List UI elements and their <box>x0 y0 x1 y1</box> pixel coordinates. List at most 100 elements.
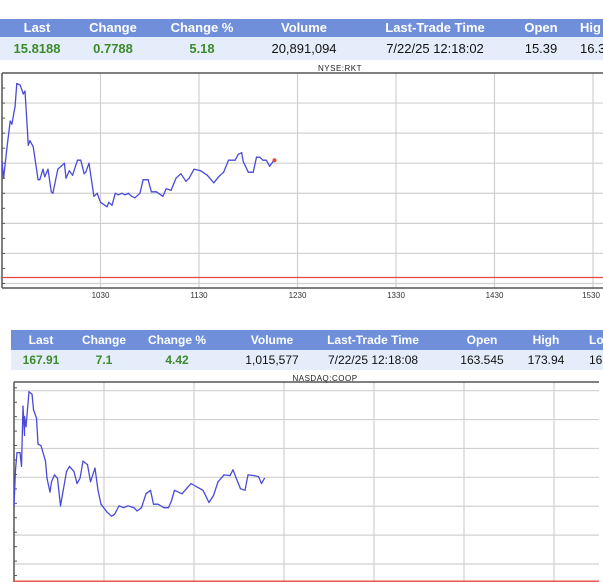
data-point <box>260 482 263 485</box>
data-point <box>6 147 8 149</box>
data-point <box>181 493 183 495</box>
data-point <box>173 489 176 491</box>
data-point <box>50 481 53 483</box>
cell-value: 7/22/25 12:18:08 <box>327 353 419 367</box>
column-header: Last-Trade Time <box>385 20 485 35</box>
data-point <box>23 434 26 437</box>
data-point <box>47 168 49 170</box>
data-point <box>118 505 120 507</box>
data-point <box>19 452 21 454</box>
data-point <box>139 192 141 194</box>
data-point <box>113 513 116 516</box>
data-point <box>217 481 219 483</box>
x-tick-label: 1030 <box>92 291 110 300</box>
data-point <box>155 191 157 193</box>
data-point <box>85 171 87 173</box>
cell-value: 20,891,094 <box>271 41 337 56</box>
data-point <box>37 443 39 445</box>
data-point <box>23 415 26 418</box>
data-point <box>19 84 21 86</box>
data-point <box>117 194 120 196</box>
data-point <box>257 476 260 478</box>
data-point <box>167 507 170 509</box>
data-point <box>56 477 59 479</box>
data-point <box>59 505 62 507</box>
column-header: Volume <box>281 20 327 35</box>
data-point <box>32 408 35 411</box>
data-point <box>149 489 152 491</box>
data-point <box>24 90 26 92</box>
cell-value: 167.91 <box>22 353 60 367</box>
x-tick-label: 1430 <box>486 291 504 300</box>
column-header: Open <box>466 333 498 347</box>
data-point <box>196 486 198 488</box>
cell-value: 15.39 <box>524 41 558 56</box>
cell-value: 15.8188 <box>13 41 61 56</box>
data-point <box>208 501 210 504</box>
data-point <box>163 507 165 509</box>
data-point <box>25 426 27 428</box>
data-point <box>188 177 190 179</box>
data-point <box>122 507 125 509</box>
data-point <box>142 179 144 181</box>
data-point <box>96 192 98 194</box>
data-point <box>46 477 48 479</box>
data-point <box>193 168 195 170</box>
data-point <box>100 503 102 505</box>
data-point <box>13 505 15 507</box>
data-point <box>157 503 159 505</box>
data-point <box>39 179 41 181</box>
data-point <box>44 460 47 462</box>
data-point <box>147 179 149 181</box>
data-point <box>106 511 108 513</box>
data-point <box>65 470 68 473</box>
column-header: Lo <box>589 333 603 347</box>
quote-table-row: 15.8188 0.7788 5.18 20,891,094 7/22/25 12:18… <box>0 37 603 60</box>
data-point <box>32 146 34 148</box>
cell-value: 163.545 <box>460 353 504 367</box>
x-tick-label: 1230 <box>289 291 307 300</box>
data-point <box>83 173 85 175</box>
data-point <box>247 474 249 476</box>
data-point <box>185 180 187 182</box>
data-point <box>202 489 204 491</box>
data-point <box>79 477 81 479</box>
data-point <box>80 159 82 161</box>
data-point <box>22 405 24 407</box>
last-price-marker <box>272 158 277 163</box>
x-tick-label: 1130 <box>190 291 208 300</box>
data-point <box>50 191 52 193</box>
data-point <box>49 491 51 493</box>
data-point <box>131 195 133 197</box>
data-point <box>241 152 243 154</box>
quote-table-row: 167.91 7.1 4.42 1,015,577 7/22/25 12:18:08 16… <box>11 350 603 370</box>
data-point <box>127 505 129 507</box>
data-point <box>63 162 65 164</box>
data-point <box>1 161 3 163</box>
data-point <box>31 393 33 395</box>
data-point <box>232 469 234 471</box>
coop-quote-table: Last Change Change % Volume Last-Trade Time O… <box>11 330 603 370</box>
data-point <box>185 488 188 490</box>
price-line <box>13 391 266 517</box>
data-point <box>124 194 126 196</box>
data-point <box>73 470 75 473</box>
column-header: Volume <box>250 333 294 347</box>
data-point <box>3 177 5 179</box>
data-point <box>68 170 70 172</box>
data-point <box>134 197 136 199</box>
data-point <box>150 191 152 193</box>
column-header: Change <box>81 333 127 347</box>
column-header: Change % <box>170 20 234 35</box>
data-point <box>235 477 237 479</box>
data-point <box>57 168 59 170</box>
data-point <box>234 159 236 161</box>
data-point <box>227 159 230 161</box>
data-point <box>252 171 254 173</box>
data-point <box>16 82 18 85</box>
data-point <box>133 507 135 509</box>
column-header: Last <box>23 20 51 35</box>
data-point <box>44 176 46 178</box>
